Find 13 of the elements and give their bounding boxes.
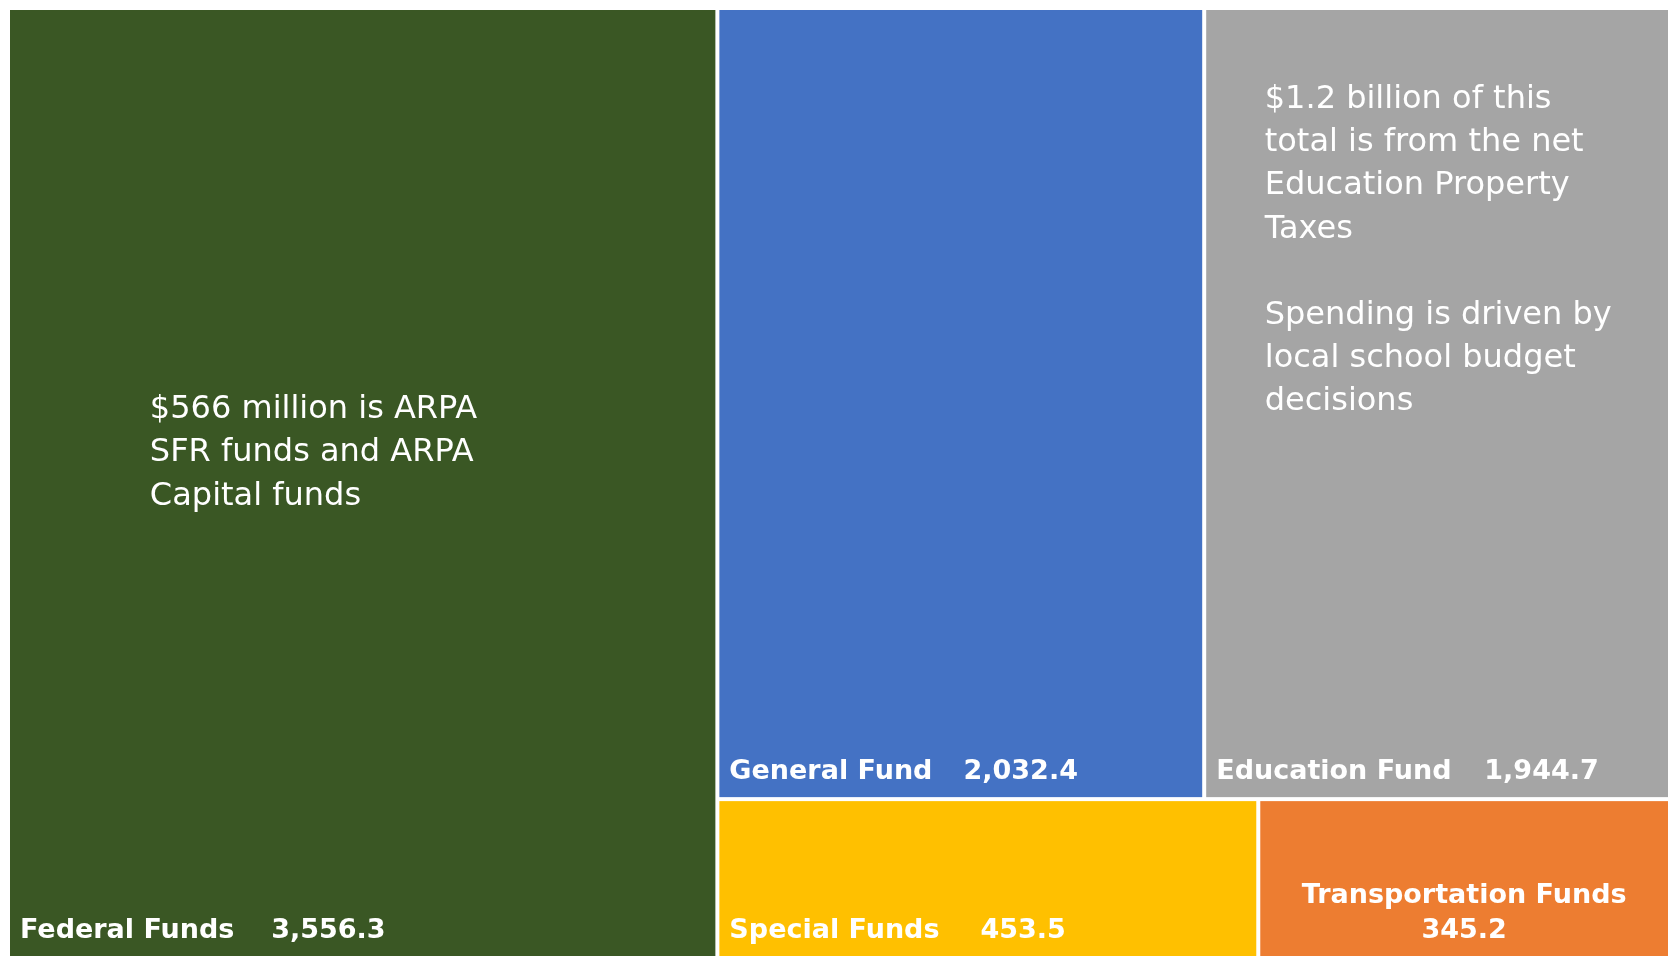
- category-label: General Fund: [729, 754, 933, 786]
- text: $1.2 billion of this total is from the net Education Property Taxes: [1264, 78, 1584, 246]
- data-label: 1,944.7: [1484, 754, 1599, 786]
- category-label: Federal Funds: [20, 913, 235, 944]
- data-label: 453.5: [980, 913, 1066, 944]
- text: Spending is driven by local school budget decisions: [1264, 294, 1612, 419]
- data-label: 2,032.4: [963, 754, 1078, 786]
- data-label: 345.2: [1421, 913, 1507, 944]
- text: $566 million is ARPA SFR funds and ARPA Capital funds: [149, 388, 478, 513]
- category-label: Education Fund: [1216, 754, 1452, 786]
- category-label: Transportation Funds: [1301, 877, 1627, 909]
- category-label: Special Funds: [729, 913, 940, 944]
- data-label: 3,556.3: [271, 913, 386, 944]
